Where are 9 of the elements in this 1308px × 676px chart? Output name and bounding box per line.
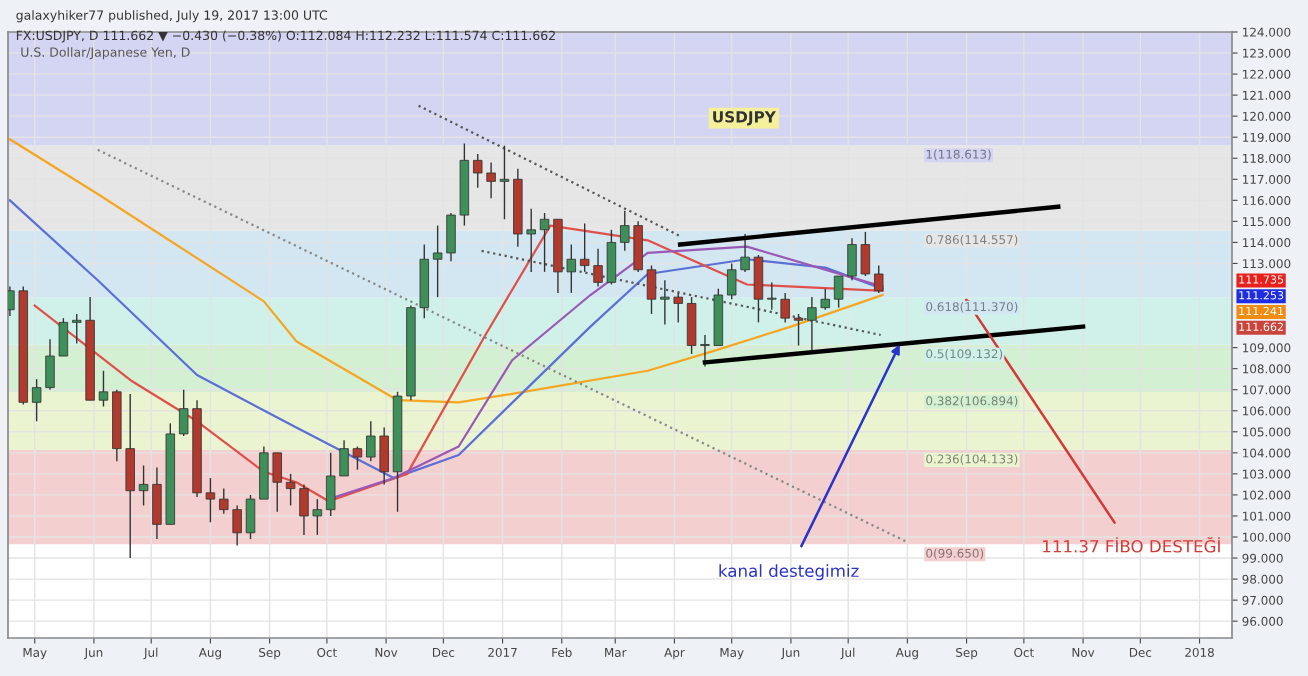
candlestick	[245, 494, 256, 540]
annotation: kanal destegimiz	[719, 564, 859, 581]
candlestick	[646, 264, 657, 315]
annotation: 111.37 FİBO DESTEĞİ	[1043, 536, 1220, 553]
candlestick	[874, 264, 884, 294]
candlestick	[98, 370, 109, 408]
line-series	[8, 138, 884, 404]
candlestick	[499, 144, 510, 220]
candlestick	[793, 313, 804, 347]
